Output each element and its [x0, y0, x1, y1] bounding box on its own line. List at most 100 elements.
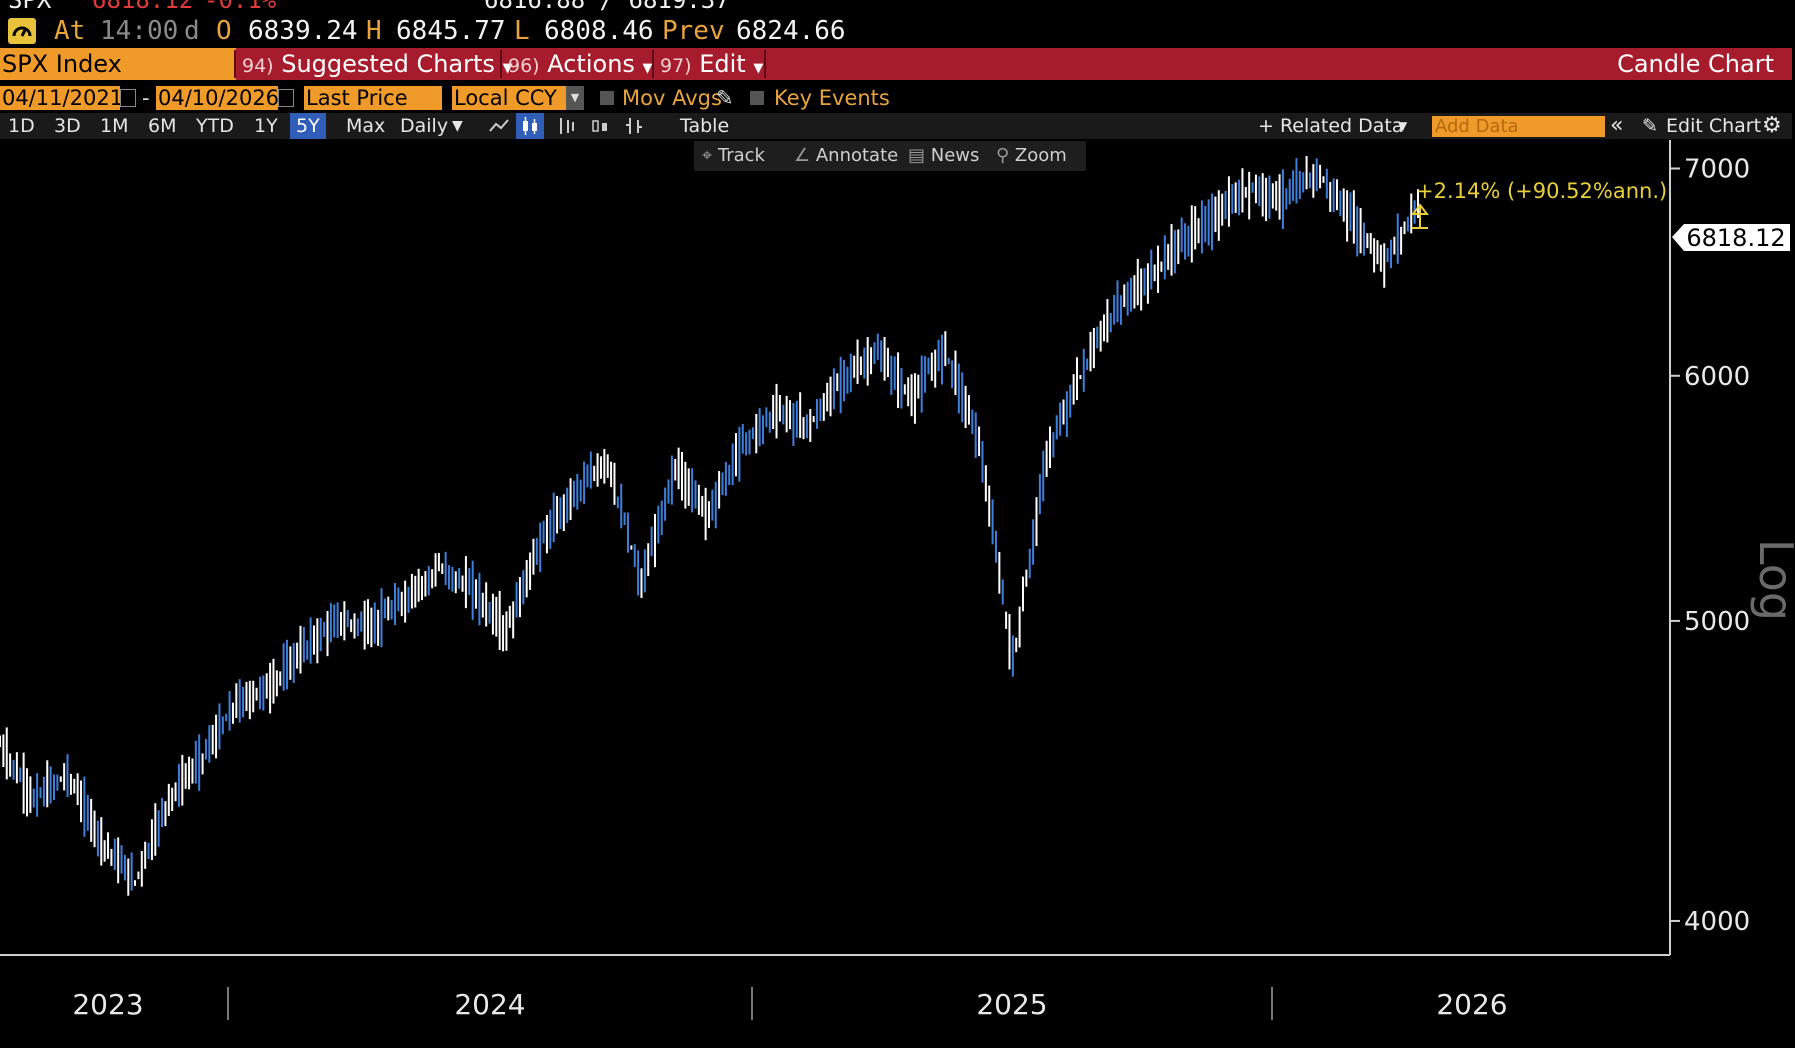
- pencil-icon[interactable]: ✎: [1642, 115, 1658, 137]
- currency-select[interactable]: Local CCY: [452, 86, 566, 110]
- divider: [500, 50, 502, 78]
- menu-number: 96): [508, 55, 540, 77]
- suggested-charts-menu[interactable]: 94) Suggested Charts ▼: [242, 48, 513, 80]
- security-field[interactable]: SPX Index: [0, 48, 236, 80]
- pen-icon: ∠: [794, 145, 816, 166]
- key-events-checkbox[interactable]: [750, 91, 764, 105]
- related-data-button[interactable]: + Related Data: [1258, 115, 1404, 137]
- crosshair-icon: ⌖: [702, 145, 718, 166]
- zoom-label: Zoom: [1014, 145, 1067, 166]
- actions-menu[interactable]: 96) Actions ▼: [508, 48, 653, 80]
- last-price-marker: 6818.12: [1672, 224, 1790, 252]
- end-date-field[interactable]: 04/10/2026: [156, 86, 280, 110]
- ticker-symbol: SPX: [8, 0, 52, 14]
- price-change: -0.1%: [204, 0, 277, 14]
- open-value: 6839.24: [248, 16, 358, 46]
- table-button[interactable]: Table: [680, 115, 730, 137]
- realtime-icon[interactable]: [8, 18, 36, 44]
- chevron-down-icon: ▼: [753, 61, 764, 76]
- mov-avgs-label: Mov Avgs: [622, 86, 722, 110]
- last-price-label: 6818.12: [1686, 224, 1785, 252]
- x-axis: 2023 2024 2025 2026: [72, 987, 1508, 1021]
- menu-number: 97): [660, 55, 692, 77]
- candle-series: [0, 156, 1419, 896]
- hollow-candle-icon[interactable]: [590, 113, 610, 139]
- chevron-down-icon: ▼: [502, 61, 513, 76]
- zoom-button[interactable]: ⚲ Zoom: [988, 141, 1086, 171]
- annotation-text: +2.14% (+90.52%ann.): [1416, 179, 1667, 203]
- chart-type-title: Candle Chart: [1617, 50, 1774, 78]
- chart-controls: 04/11/2021 - 04/10/2026 Last Price Local…: [0, 86, 1795, 112]
- calendar-icon[interactable]: [278, 89, 294, 107]
- key-events-label: Key Events: [774, 86, 890, 110]
- menu-label: Actions: [547, 50, 635, 78]
- high-label: H: [366, 16, 382, 46]
- ohlc-bar-icon[interactable]: [556, 113, 576, 139]
- open-label: O: [216, 16, 232, 46]
- period-6m[interactable]: 6M: [148, 115, 177, 137]
- edit-menu[interactable]: 97) Edit ▼: [660, 48, 763, 80]
- y-axis: 4000 5000 6000 7000: [1670, 155, 1750, 937]
- news-icon: ▤: [908, 145, 931, 166]
- high-value: 6845.77: [396, 16, 506, 46]
- d-label: d: [184, 16, 200, 46]
- candle-chart-icon[interactable]: [516, 113, 544, 139]
- period-1y[interactable]: 1Y: [254, 115, 278, 137]
- annotate-button[interactable]: ∠ Annotate: [786, 141, 906, 171]
- collapse-icon[interactable]: «: [1610, 113, 1624, 138]
- y-tick-label: 7000: [1684, 155, 1750, 185]
- y-tick-label: 6000: [1684, 362, 1750, 392]
- prev-label: Prev: [662, 16, 725, 46]
- divider: [764, 50, 766, 78]
- low-label: L: [514, 16, 530, 46]
- field-select[interactable]: Last Price: [304, 86, 442, 110]
- period-3d[interactable]: 3D: [54, 115, 81, 137]
- command-bar: SPX Index 94) Suggested Charts ▼ 96) Act…: [0, 48, 1792, 80]
- chevron-down-icon[interactable]: ▼: [452, 118, 463, 134]
- frequency-select[interactable]: Daily: [400, 115, 449, 137]
- bid-ask: 6816.88 / 6819.37: [484, 0, 730, 14]
- annotate-label: Annotate: [815, 145, 899, 166]
- edit-chart-button[interactable]: Edit Chart: [1666, 115, 1762, 137]
- y-tick-label: 4000: [1684, 907, 1750, 937]
- date-dash: -: [142, 86, 150, 110]
- magnifier-icon: ⚲: [996, 145, 1015, 166]
- x-tick-label: 2025: [976, 988, 1047, 1021]
- y-tick-label: 5000: [1684, 607, 1750, 637]
- hlc-bar-icon[interactable]: [624, 113, 644, 139]
- pencil-icon[interactable]: ✎: [716, 86, 734, 110]
- x-tick-label: 2026: [1436, 988, 1507, 1021]
- chevron-down-icon: ▼: [642, 61, 653, 76]
- last-price: 6818.12: [92, 0, 194, 14]
- news-label: News: [930, 145, 980, 166]
- mov-avgs-checkbox[interactable]: [600, 91, 614, 105]
- period-max[interactable]: Max: [346, 115, 386, 137]
- add-data-input[interactable]: Add Data: [1432, 116, 1605, 137]
- menu-label: Edit: [699, 50, 746, 78]
- performance-annotation[interactable]: +2.14% (+90.52%ann.): [1410, 179, 1667, 229]
- period-1d[interactable]: 1D: [8, 115, 35, 137]
- period-5y[interactable]: 5Y: [290, 113, 326, 139]
- period-ytd[interactable]: YTD: [196, 115, 234, 137]
- at-label: At: [54, 16, 86, 46]
- gear-icon[interactable]: ⚙: [1762, 113, 1782, 138]
- line-chart-icon[interactable]: [488, 113, 510, 139]
- divider: [234, 50, 236, 78]
- chevron-down-icon[interactable]: ▼: [1398, 119, 1408, 133]
- news-button[interactable]: ▤ News: [900, 141, 994, 171]
- low-value: 6808.46: [544, 16, 654, 46]
- x-tick-label: 2024: [454, 988, 525, 1021]
- x-tick-label: 2023: [72, 988, 143, 1021]
- chevron-down-icon[interactable]: ▼: [566, 86, 584, 110]
- track-button[interactable]: ⌖ Track: [694, 141, 796, 171]
- log-scale-label: Log: [1749, 539, 1795, 621]
- calendar-icon[interactable]: [120, 89, 136, 107]
- menu-label: Suggested Charts: [281, 50, 495, 78]
- start-date-field[interactable]: 04/11/2021: [0, 86, 124, 110]
- track-label: Track: [717, 145, 765, 166]
- period-1m[interactable]: 1M: [100, 115, 129, 137]
- range-toolbar: 1D 3D 1M 6M YTD 1Y 5Y Max Daily ▼ Table …: [0, 113, 1792, 139]
- menu-number: 94): [242, 55, 274, 77]
- quote-time: 14:00: [100, 16, 179, 46]
